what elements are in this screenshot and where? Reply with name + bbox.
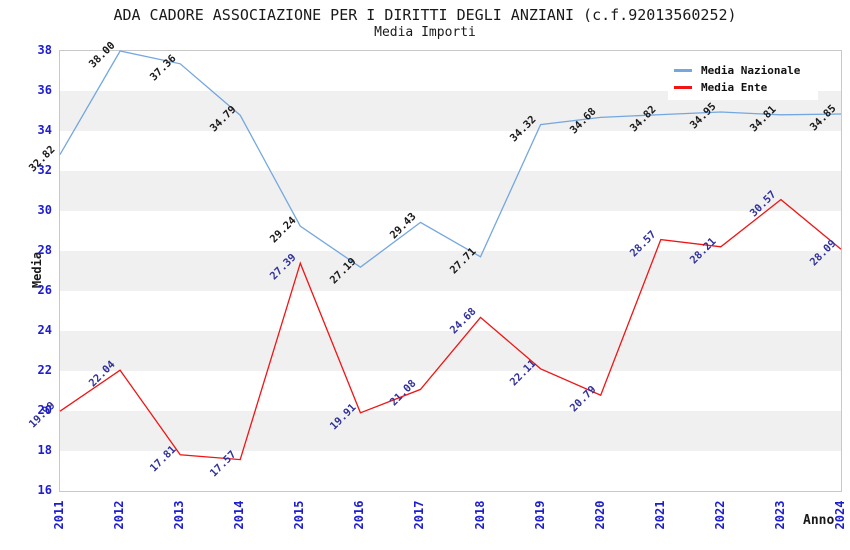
x-tick-label: 2012 [112, 500, 127, 530]
plot-area: 32.82 38.00 37.36 34.79 29.24 27.19 29.43 27.71… [27, 40, 842, 492]
x-tick-label: 2017 [412, 500, 427, 530]
legend-label-media-ente: Media Ente [701, 81, 768, 94]
y-tick-label: 30 [37, 203, 52, 217]
series-lines [59, 50, 842, 461]
chart-title: ADA CADORE ASSOCIAZIONE PER I DIRITTI DE… [113, 6, 737, 24]
y-tick-label: 16 [37, 483, 52, 497]
x-tick-label: 2024 [833, 500, 847, 530]
x-tick-label: 2014 [232, 500, 247, 530]
series-line-media-ente [59, 198, 842, 461]
x-tick-label: 2022 [712, 500, 727, 530]
x-tick-label: 2018 [472, 500, 487, 530]
x-axis-title: Anno [803, 513, 835, 528]
y-tick-label: 32 [37, 163, 52, 177]
y-tick-label: 28 [37, 243, 52, 257]
media-ente-line-swatch [674, 86, 692, 89]
y-tick-label: 38 [37, 43, 52, 57]
x-tick-label: 2023 [772, 500, 787, 530]
x-tick-label: 2021 [652, 500, 667, 530]
x-tick-label: 2015 [292, 500, 307, 530]
x-tick-label: 2016 [352, 500, 367, 530]
media-nazionale-line-swatch [674, 69, 692, 72]
x-tick-label: 2020 [592, 500, 607, 530]
y-tick-label: 18 [37, 443, 52, 457]
y-tick-label: 20 [37, 403, 52, 417]
y-tick-label: 26 [37, 283, 52, 297]
x-tick-label: 2019 [532, 500, 547, 530]
legend-item-media-nazionale: Media Nazionale [674, 62, 818, 79]
series-line-media-nazionale [59, 50, 842, 268]
x-tick-label: 2011 [52, 500, 66, 530]
legend: Media Nazionale Media Ente [668, 57, 818, 100]
legend-label-media-nazionale: Media Nazionale [701, 64, 801, 77]
y-tick-label: 34 [37, 123, 52, 137]
y-tick-label: 36 [37, 83, 52, 97]
x-tick-label: 2013 [172, 500, 187, 530]
y-tick-label: 22 [37, 363, 52, 377]
y-tick-label: 24 [37, 323, 52, 337]
legend-item-media-ente: Media Ente [674, 79, 818, 96]
chart-subtitle: Media Importi [374, 25, 476, 40]
